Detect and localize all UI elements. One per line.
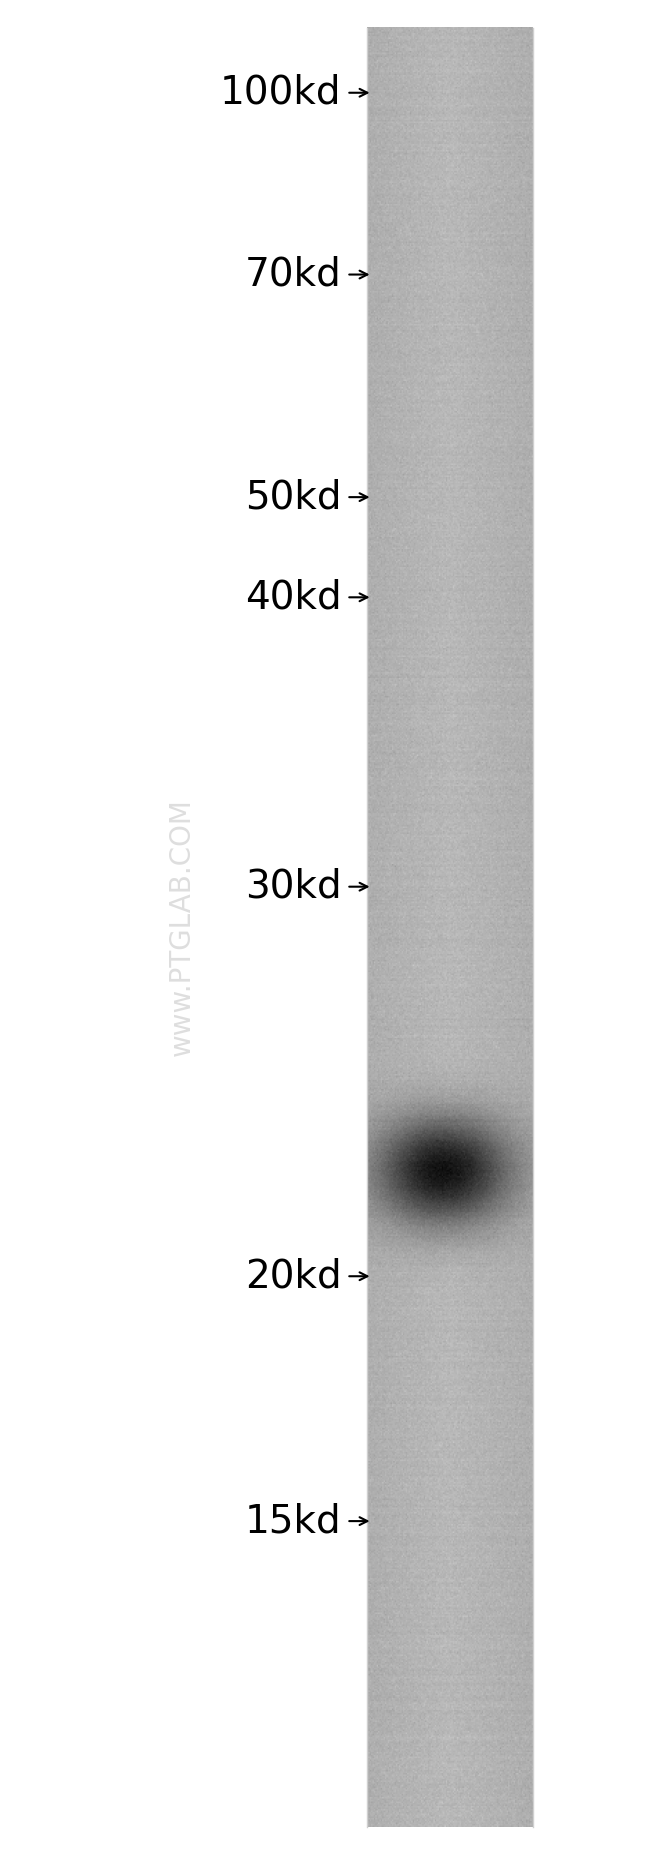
- Text: 15kd: 15kd: [244, 1503, 341, 1540]
- Text: 100kd: 100kd: [220, 74, 341, 111]
- Text: www.PTGLAB.COM: www.PTGLAB.COM: [168, 798, 196, 1057]
- Text: 40kd: 40kd: [244, 579, 341, 616]
- Text: 30kd: 30kd: [244, 868, 341, 905]
- Text: 20kd: 20kd: [244, 1258, 341, 1295]
- Text: 50kd: 50kd: [245, 479, 341, 516]
- Text: 70kd: 70kd: [244, 256, 341, 293]
